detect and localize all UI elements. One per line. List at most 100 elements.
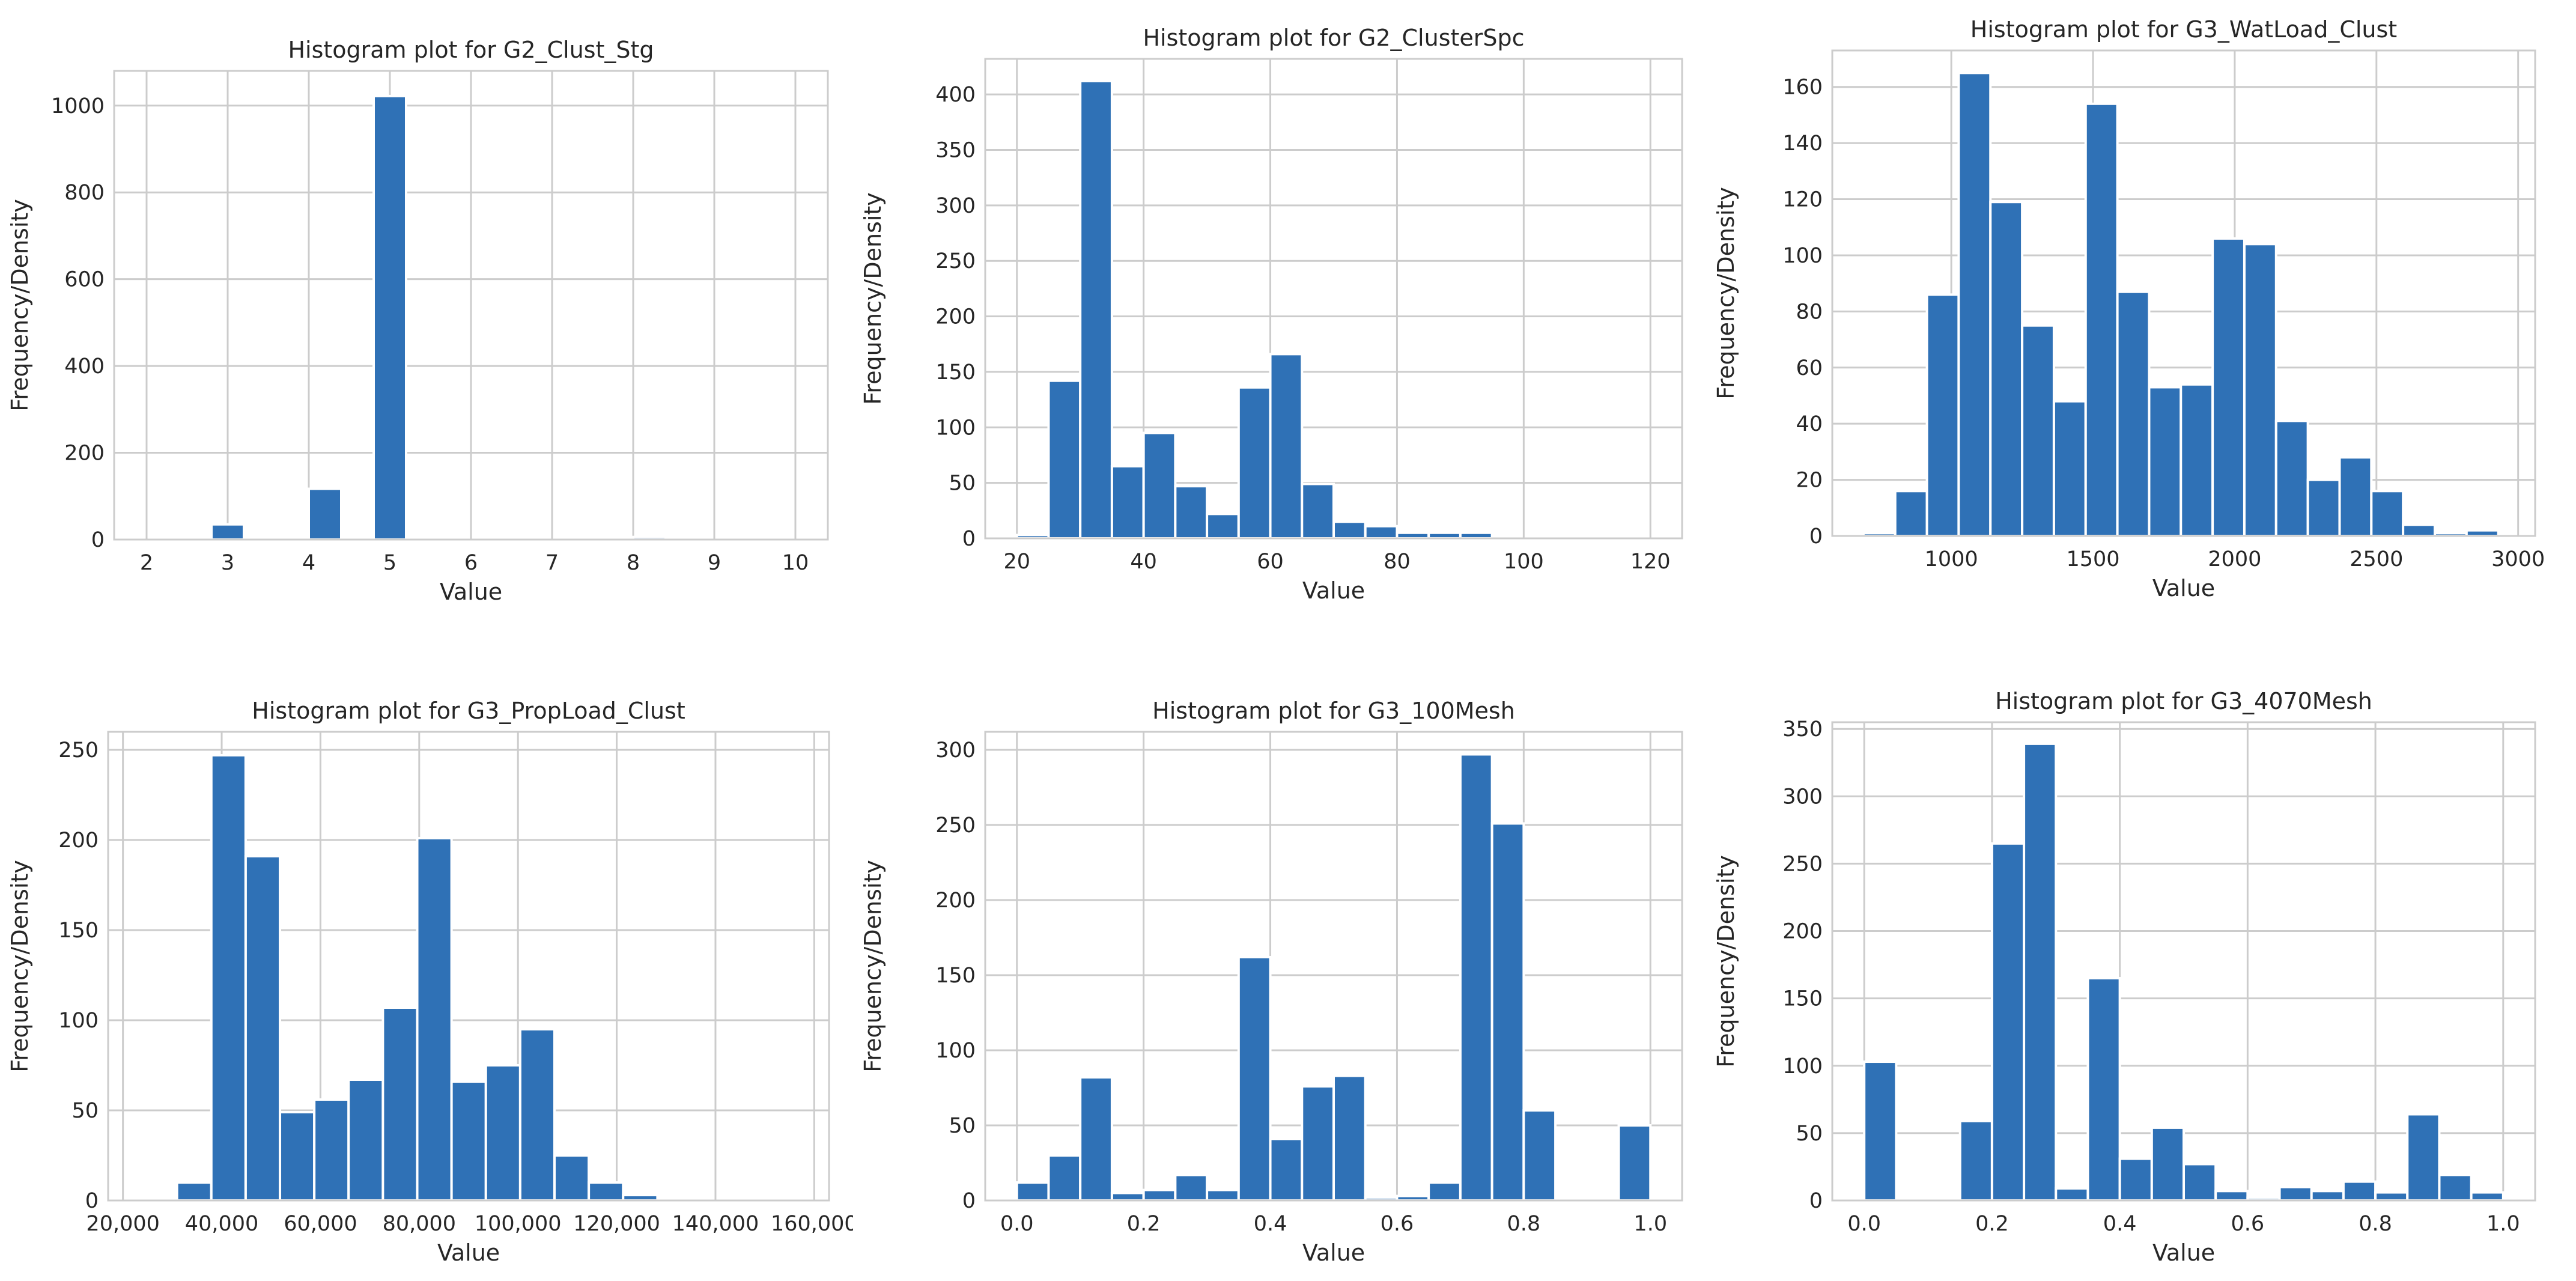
chart4-title: Histogram plot for G3_PropLoad_Clust <box>252 698 685 724</box>
chart1-plot-frame <box>113 70 829 541</box>
chart1-x-tick-label: 7 <box>545 551 559 575</box>
chart1-x-tick-label: 6 <box>464 551 478 575</box>
histogram-panel-6: 0 50 100 150 200 250 300 350 0.0 0.2 0.4 0.6 0.8 1.0 H… <box>1706 639 2576 1279</box>
chart6-x-tick-label: 0.6 <box>2231 1212 2265 1236</box>
chart4-histogram-bar <box>381 1006 419 1202</box>
chart3-x-tick-label: 2000 <box>2208 547 2261 571</box>
histogram-chart-4: 0 50 100 150 200 250 20,000 40,000 60,000 80,000 1… <box>7 698 858 1266</box>
chart5-histogram-bar <box>1142 1188 1177 1202</box>
chart4-histogram-bar <box>313 1098 350 1202</box>
chart3-x-axis-label: Value <box>2152 575 2215 601</box>
chart6-x-tick-label: 0.2 <box>1975 1212 2009 1236</box>
chart1-y-tick-label: 400 <box>64 354 105 379</box>
chart6-histogram-bar <box>1990 842 2026 1202</box>
chart5-title: Histogram plot for G3_100Mesh <box>1152 698 1515 724</box>
chart3-histogram-bar <box>2211 237 2246 537</box>
chart5-histogram-bar <box>1047 1154 1082 1202</box>
chart1-title: Histogram plot for G2_Clust_Stg <box>288 37 654 63</box>
chart5-histogram-bar <box>1617 1124 1652 1202</box>
chart6-y-tick-label: 50 <box>1796 1122 1823 1146</box>
chart6-histogram-bar <box>2055 1187 2089 1202</box>
chart3-y-tick-label: 160 <box>1782 76 1823 100</box>
chart4-x-tick-label: 60,000 <box>284 1212 357 1236</box>
chart4-x-tick-label: 140,000 <box>672 1212 759 1236</box>
chart5-histogram-bar <box>1522 1109 1557 1202</box>
chart3-y-tick-label: 20 <box>1796 469 1823 493</box>
chart4-histogram-bar <box>244 855 282 1202</box>
chart6-y-tick-label: 350 <box>1782 717 1823 741</box>
chart1-x-tick-label: 5 <box>383 551 396 575</box>
chart2-y-tick-label: 250 <box>935 249 976 273</box>
chart2-y-axis-label: Frequency/Density <box>860 192 886 405</box>
chart4-y-tick-label: 100 <box>58 1009 99 1033</box>
chart3-histogram-bar <box>2052 400 2087 537</box>
chart2-plot-frame <box>984 58 1683 540</box>
chart2-histogram-bar <box>1142 431 1177 540</box>
chart6-histogram-bar <box>2342 1180 2377 1202</box>
chart2-x-tick-label: 40 <box>1130 550 1157 574</box>
chart4-x-tick-label: 40,000 <box>185 1212 258 1236</box>
chart6-x-tick-label: 0.0 <box>1847 1212 1881 1236</box>
chart5-histogram-bar <box>1174 1173 1209 1202</box>
chart6-histogram-bar <box>2438 1173 2473 1202</box>
chart5-x-tick-label: 0.4 <box>1254 1212 1287 1236</box>
chart6-histogram-bar <box>2310 1190 2345 1202</box>
chart3-x-tick-label: 1500 <box>2066 547 2119 571</box>
chart3-histogram-bar <box>2402 523 2436 538</box>
chart2-x-tick-label: 120 <box>1630 550 1671 574</box>
chart5-histogram-bar <box>1237 956 1272 1202</box>
chart1-y-tick-label: 600 <box>64 268 105 292</box>
chart5-x-tick-label: 0.8 <box>1507 1212 1541 1236</box>
chart5-histogram-bar <box>1269 1137 1304 1202</box>
chart5-y-tick-label: 50 <box>949 1114 976 1138</box>
chart3-y-tick-label: 0 <box>1809 525 1823 549</box>
chart4-histogram-bar <box>484 1064 521 1202</box>
chart6-y-tick-label: 0 <box>1809 1189 1823 1213</box>
chart2-histogram-bar <box>1237 386 1272 540</box>
chart5-x-axis-label: Value <box>1302 1240 1365 1266</box>
chart4-histogram-bar <box>553 1154 591 1202</box>
chart2-y-tick-label: 0 <box>962 527 976 551</box>
chart1-y-tick-label: 200 <box>64 442 105 466</box>
chart2-y-tick-label: 350 <box>935 138 976 162</box>
chart6-y-tick-label: 300 <box>1782 785 1823 809</box>
chart4-histogram-bar <box>279 1111 316 1202</box>
chart3-histogram-bar <box>1957 72 1992 538</box>
chart3-histogram-bar <box>2180 383 2214 538</box>
chart4-x-axis-label: Value <box>437 1240 500 1266</box>
chart1-histogram-bar <box>308 487 342 541</box>
chart5-histogram-bar <box>1301 1085 1335 1202</box>
chart2-histogram-bar <box>1364 525 1399 540</box>
chart6-histogram-bar <box>2150 1126 2185 1202</box>
chart5-y-tick-label: 250 <box>935 814 976 838</box>
chart6-title: Histogram plot for G3_4070Mesh <box>1995 688 2372 714</box>
chart5-histogram-bar <box>1015 1181 1050 1202</box>
chart5-histogram-bar <box>1206 1188 1240 1202</box>
chart1-histogram-bar <box>372 94 407 541</box>
chart6-y-tick-label: 100 <box>1782 1054 1823 1079</box>
chart4-plot-frame <box>107 731 830 1202</box>
chart3-histogram-bar <box>2243 243 2277 537</box>
chart5-x-tick-label: 0.6 <box>1381 1212 1414 1236</box>
chart2-histogram-bar <box>1174 485 1209 540</box>
chart2-y-tick-label: 200 <box>935 305 976 329</box>
histogram-panel-4: 0 50 100 150 200 250 20,000 40,000 60,000 80,000 1… <box>0 639 858 1279</box>
chart1-y-axis-label: Frequency/Density <box>7 199 33 412</box>
chart2-x-tick-label: 80 <box>1384 550 1411 574</box>
histogram-panel-2: 0 50 100 150 200 250 300 350 400 20 40 60 80 100 120 Hi… <box>853 0 1706 639</box>
chart4-histogram-bar <box>518 1028 556 1202</box>
chart5-y-tick-label: 150 <box>935 964 976 988</box>
chart3-histogram-bar <box>1925 293 1960 537</box>
chart6-y-axis-label: Frequency/Density <box>1713 855 1739 1068</box>
chart2-histogram-bar <box>1206 513 1240 540</box>
histogram-chart-3: 0 20 40 60 80 100 120 140 160 1000 1500 2000 2500 300… <box>1713 16 2545 601</box>
chart1-x-tick-label: 3 <box>221 551 234 575</box>
chart5-histogram-bar <box>1459 753 1493 1202</box>
chart3-y-axis-label: Frequency/Density <box>1713 187 1739 400</box>
chart5-histogram-bar <box>1079 1076 1113 1202</box>
chart1-x-axis-label: Value <box>440 579 502 605</box>
chart5-y-axis-label: Frequency/Density <box>860 860 886 1073</box>
chart2-x-tick-label: 100 <box>1504 550 1544 574</box>
chart6-y-tick-label: 150 <box>1782 987 1823 1011</box>
chart3-y-tick-label: 100 <box>1782 244 1823 268</box>
